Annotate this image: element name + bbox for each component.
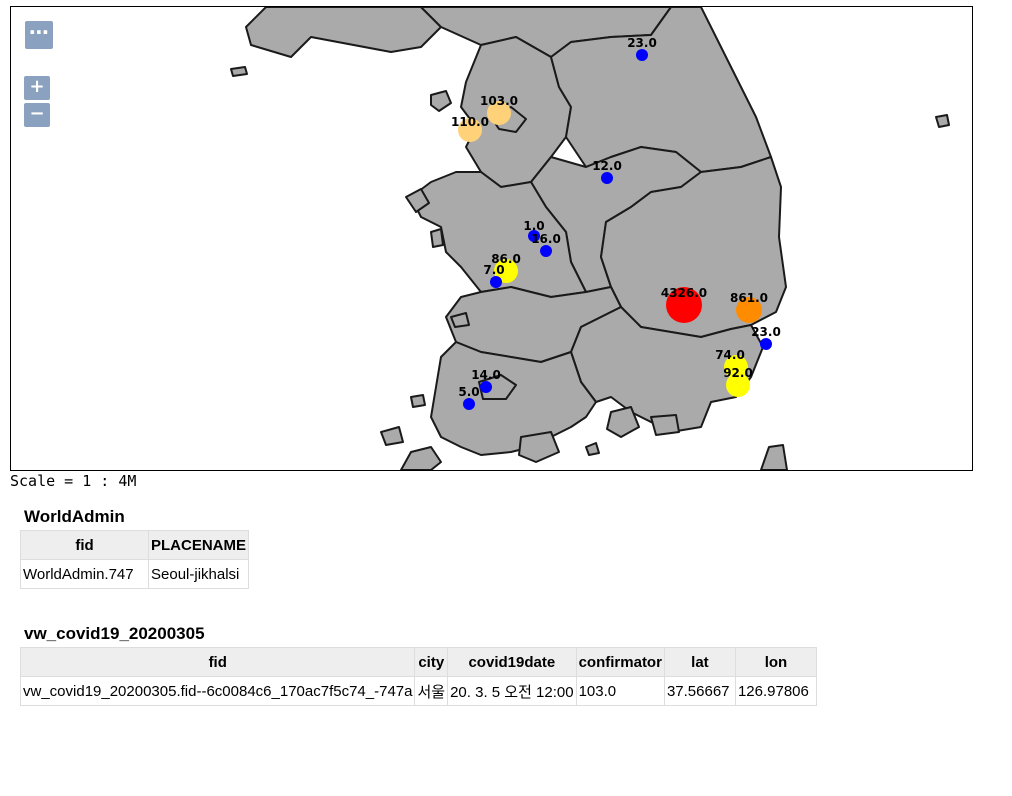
point-label: 7.0 [483,263,504,277]
table-cell: 103.0 [575,676,665,706]
island-14 [585,442,600,456]
island-6 [450,312,470,328]
point-marker[interactable] [760,338,772,350]
island-5 [430,228,444,248]
worldadmin-table: fid PLACENAME WorldAdmin.747 Seoul-jikha… [20,530,250,589]
table-row: WorldAdmin.747 Seoul-jikhalsi [20,559,250,589]
region-chungnam [410,171,587,298]
table-cell: Seoul-jikhalsi [147,559,250,589]
island-1 [230,66,248,77]
point-marker[interactable] [480,381,492,393]
point-label: 16.0 [531,232,561,246]
worldadmin-title: WorldAdmin [24,507,125,526]
point-label: 103.0 [480,94,518,108]
map-viewport[interactable]: 23.0 103.0 110.0 12.0 1.0 16.0 86.0 7.0 4326.0 86… [10,6,973,471]
zoom-out-button[interactable]: − [24,103,50,127]
column-header: PLACENAME [147,530,250,560]
point-label: 92.0 [723,366,753,380]
covid-points-layer: 23.0 103.0 110.0 12.0 1.016.0 86.07.0 4326.0 86… [451,36,781,410]
island-8 [380,426,404,446]
region-gwangju [478,374,517,400]
point-label: 74.0 [715,348,745,362]
point-label: 1.0 [523,219,544,233]
island-3 [935,114,950,128]
point-marker[interactable] [494,259,518,283]
column-header: fid [20,530,149,560]
zoom-in-button[interactable]: + [24,76,50,100]
table-row: vw_covid19_20200305.fid--6c0084c6_170ac7… [19,676,817,706]
point-marker[interactable] [487,101,511,125]
point-marker[interactable] [601,172,613,184]
point-marker[interactable] [666,287,702,323]
table-cell: 20. 3. 5 오전 12:00 [447,676,577,706]
point-label: 14.0 [471,368,501,382]
region-north-left [245,7,442,58]
point-marker[interactable] [490,276,502,288]
island-2 [430,90,452,112]
point-marker[interactable] [463,398,475,410]
point-label: 86.0 [491,252,521,266]
island-7 [410,394,426,408]
scale-readout: Scale = 1 : 4M [10,472,137,490]
region-jeonnam [430,341,597,456]
point-marker[interactable] [458,118,482,142]
point-marker[interactable] [726,373,750,397]
point-label: 23.0 [751,325,781,339]
column-header: lon [734,647,817,677]
point-marker[interactable] [528,230,540,242]
island-4 [405,188,430,213]
island-12 [400,446,442,470]
table-cell: WorldAdmin.747 [20,559,149,589]
point-marker[interactable] [636,49,648,61]
point-marker[interactable] [724,355,748,379]
point-marker[interactable] [736,297,762,323]
island-13 [760,444,788,470]
column-header: confirmator [575,647,665,677]
point-label: 5.0 [458,385,479,399]
point-label: 23.0 [627,36,657,50]
column-header: lat [663,647,736,677]
covid-title: vw_covid19_20200305 [24,624,205,643]
island-9 [518,431,560,463]
covid-table: fid city covid19date confirmator lat lon… [19,647,817,706]
column-header: covid19date [447,647,577,677]
point-marker[interactable] [540,245,552,257]
point-label: 110.0 [451,115,489,129]
table-cell: 37.56667 [663,676,736,706]
point-label: 861.0 [730,291,768,305]
table-cell: 126.97806 [734,676,817,706]
map-canvas[interactable]: 23.0 103.0 110.0 12.0 1.016.0 86.07.0 4326.0 86… [11,7,972,470]
point-label: 12.0 [592,159,622,173]
column-header: fid [19,647,416,677]
island-10 [606,406,640,438]
point-label: 4326.0 [661,286,707,300]
column-header: city [414,647,449,677]
table-cell: 서울 [414,676,449,706]
region-shapes [230,7,950,470]
island-11 [650,414,680,436]
table-cell: vw_covid19_20200305.fid--6c0084c6_170ac7… [19,676,416,706]
table-header-row: fid PLACENAME [20,530,250,560]
table-header-row: fid city covid19date confirmator lat lon [19,647,817,677]
layer-switcher-button[interactable]: ⋯ [25,21,53,49]
